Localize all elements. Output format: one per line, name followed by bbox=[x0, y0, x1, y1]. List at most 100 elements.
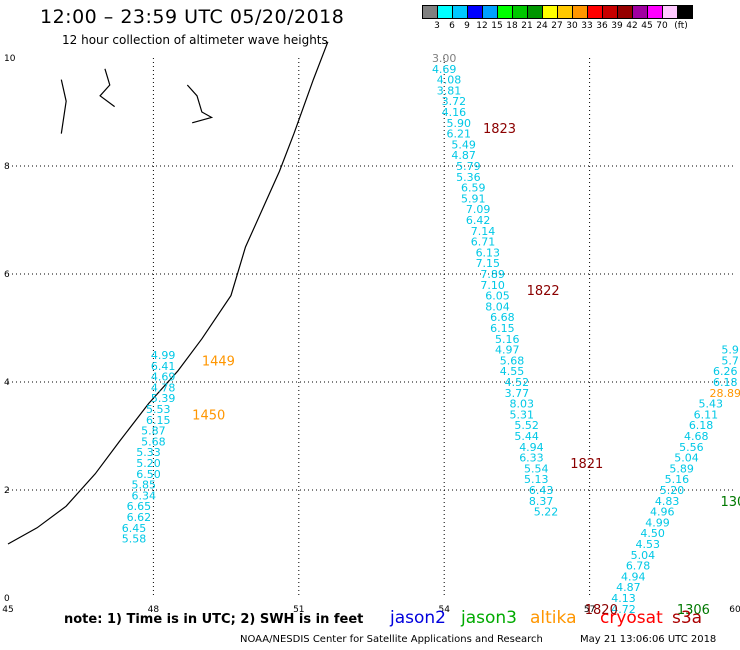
legend-label: 21 bbox=[521, 21, 533, 31]
wave-height-value: 4.78 bbox=[151, 381, 176, 394]
wave-height-value: 4.87 bbox=[451, 149, 476, 162]
satellite-label: altika bbox=[530, 608, 577, 628]
pass-time-label: 1821 bbox=[570, 457, 603, 472]
x-tick-label: 48 bbox=[148, 605, 160, 615]
wave-height-value: 5.9 bbox=[721, 344, 739, 357]
legend-label: 18 bbox=[506, 21, 518, 31]
wave-height-value: 4.55 bbox=[500, 365, 525, 378]
wave-height-value: 5.58 bbox=[122, 533, 147, 546]
wave-height-value: 5.53 bbox=[146, 403, 171, 416]
wave-height-value: 5.85 bbox=[131, 479, 156, 492]
coastline bbox=[7, 41, 329, 545]
legend-label: 33 bbox=[581, 21, 593, 31]
wave-height-value: 3.00 bbox=[432, 52, 457, 65]
wave-height-value: 5.49 bbox=[451, 138, 476, 151]
wave-height-value: 4.83 bbox=[655, 495, 680, 508]
wave-height-value: 5.7 bbox=[721, 354, 739, 367]
island-outline bbox=[99, 68, 115, 108]
wave-height-value: 4.99 bbox=[151, 349, 176, 362]
wave-height-value: 28.89 bbox=[710, 387, 740, 400]
wave-height-value: 5.79 bbox=[456, 160, 481, 173]
wave-height-value: 5.54 bbox=[524, 462, 549, 475]
wave-height-value: 7.14 bbox=[471, 225, 496, 238]
y-tick-label: 6 bbox=[4, 270, 10, 280]
x-tick-label: 45 bbox=[2, 605, 13, 615]
legend-label: 42 bbox=[626, 21, 638, 31]
satellite-label: jason3 bbox=[461, 608, 517, 628]
legend-swatches bbox=[422, 5, 693, 19]
wave-height-value: 6.13 bbox=[476, 246, 501, 259]
wave-height-value: 5.52 bbox=[514, 419, 539, 432]
wave-height-value: 4.50 bbox=[640, 527, 665, 540]
wave-height-value: 7.10 bbox=[480, 279, 505, 292]
pass-time-label: 1306 bbox=[677, 603, 710, 618]
legend-label: 6 bbox=[449, 21, 455, 31]
wave-height-value: 6.34 bbox=[131, 489, 156, 502]
wave-height-value: 6.71 bbox=[471, 236, 496, 249]
y-tick-label: 2 bbox=[4, 486, 10, 496]
satellite-label: cryosat bbox=[600, 608, 663, 628]
wave-height-value: 5.91 bbox=[461, 192, 486, 205]
wave-height-value: 5.16 bbox=[495, 333, 520, 346]
legend-label: 70 bbox=[656, 21, 668, 31]
wave-height-value: 8.03 bbox=[509, 398, 534, 411]
wave-height-value: 6.65 bbox=[127, 500, 152, 513]
credit-line: NOAA/NESDIS Center for Satellite Applica… bbox=[240, 634, 543, 645]
wave-height-value: 4.69 bbox=[432, 63, 457, 76]
satellite-label: jason2 bbox=[390, 608, 446, 628]
wave-height-value: 5.68 bbox=[141, 435, 166, 448]
island-outline bbox=[60, 79, 67, 134]
wave-height-value: 4.52 bbox=[505, 376, 530, 389]
map-title: 12:00 – 23:59 UTC 05/20/2018 bbox=[40, 6, 345, 28]
legend-label: 36 bbox=[596, 21, 608, 31]
y-tick-label: 10 bbox=[4, 54, 16, 64]
wave-height-value: 4.94 bbox=[621, 570, 646, 583]
wave-height-value: 6.78 bbox=[626, 560, 651, 573]
x-tick-label: 60 bbox=[729, 605, 740, 615]
wave-height-value: 4.99 bbox=[645, 516, 670, 529]
wave-height-value: 5.04 bbox=[631, 549, 656, 562]
wave-height-value: 5.89 bbox=[669, 462, 694, 475]
wave-height-value: 5.16 bbox=[665, 473, 690, 486]
wave-height-value: 4.94 bbox=[519, 441, 544, 454]
wave-height-value: 5.43 bbox=[699, 398, 724, 411]
wave-height-value: 6.15 bbox=[146, 414, 171, 427]
wave-height-value: 3.81 bbox=[437, 84, 462, 97]
wave-height-value: 4.13 bbox=[611, 592, 636, 605]
y-tick-label: 4 bbox=[4, 378, 10, 388]
wave-height-value: 5.22 bbox=[534, 506, 559, 519]
wave-height-value: 3.72 bbox=[442, 95, 467, 108]
wave-height-value: 5.36 bbox=[456, 171, 481, 184]
timestamp: May 21 13:06:06 UTC 2018 bbox=[580, 634, 717, 645]
wave-height-value: 4.72 bbox=[611, 603, 636, 616]
wave-height-value: 4.97 bbox=[495, 344, 520, 357]
wave-height-value: 8.04 bbox=[485, 300, 510, 313]
wave-height-value: 6.41 bbox=[151, 360, 176, 373]
wave-height-value: 7.09 bbox=[466, 203, 491, 216]
wave-height-value: 6.11 bbox=[694, 408, 719, 421]
wave-height-value: 5.20 bbox=[660, 484, 685, 497]
wave-height-value: 6.33 bbox=[519, 452, 544, 465]
wave-height-value: 6.68 bbox=[490, 311, 515, 324]
wave-height-value: 6.43 bbox=[529, 484, 554, 497]
wave-height-value: 5.31 bbox=[509, 408, 534, 421]
x-tick-label: 51 bbox=[293, 605, 304, 615]
wave-height-value: 5.87 bbox=[141, 425, 166, 438]
wave-height-value: 5.13 bbox=[524, 473, 549, 486]
wave-height-value: 5.68 bbox=[500, 354, 525, 367]
wave-height-value: 6.18 bbox=[689, 419, 714, 432]
wave-height-value: 5.39 bbox=[151, 392, 176, 405]
wave-height-value: 7.89 bbox=[480, 268, 505, 281]
pass-time-label: 1307 bbox=[720, 495, 740, 510]
wave-height-value: 7.15 bbox=[476, 257, 501, 270]
wave-height-value: 6.05 bbox=[485, 290, 510, 303]
wave-height-value: 8.37 bbox=[529, 495, 554, 508]
wave-height-value: 4.69 bbox=[151, 371, 176, 384]
y-tick-label: 8 bbox=[4, 162, 10, 172]
pass-time-label: 1820 bbox=[585, 603, 618, 618]
legend-swatch bbox=[677, 5, 693, 19]
wave-height-value: 6.26 bbox=[713, 365, 738, 378]
legend-label: (ft) bbox=[674, 21, 688, 31]
wave-height-value: 4.16 bbox=[442, 106, 467, 119]
legend-label: 12 bbox=[476, 21, 488, 31]
